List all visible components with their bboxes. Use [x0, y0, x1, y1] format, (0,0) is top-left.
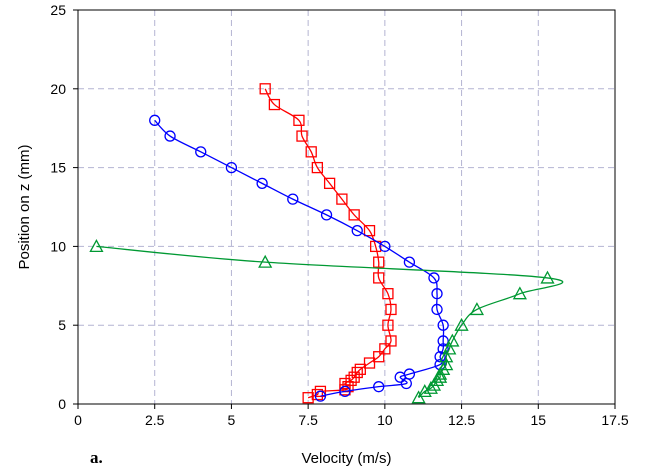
- data-point-circle: [164, 130, 176, 142]
- data-point-square: [348, 371, 360, 383]
- data-point-circle: [339, 385, 351, 398]
- data-point-circle: [431, 303, 443, 316]
- data-point-square: [385, 303, 397, 316]
- data-point-triangle: [423, 380, 438, 394]
- data-point-circle: [195, 146, 207, 158]
- data-point-square: [363, 224, 376, 237]
- data-point-triangle: [426, 377, 442, 391]
- x-axis-label: Velocity (m/s): [301, 450, 391, 467]
- data-point-square: [373, 351, 385, 363]
- series-line: [264, 88, 392, 399]
- series-square: [259, 83, 397, 404]
- data-point-triangle: [454, 317, 469, 331]
- x-tick-label: 12.5: [448, 412, 475, 428]
- data-point-circle: [320, 209, 333, 221]
- data-point-square: [379, 343, 391, 355]
- data-point-triangle: [445, 333, 460, 347]
- data-point-circle: [403, 256, 416, 268]
- data-point-circle: [428, 272, 440, 284]
- y-tick-label: 10: [50, 238, 66, 254]
- data-point-square: [382, 288, 394, 300]
- data-point-circle: [256, 177, 268, 190]
- y-tick-label: 15: [50, 160, 66, 176]
- data-point-circle: [351, 224, 363, 237]
- y-tick-label: 20: [50, 81, 66, 97]
- data-point-square: [302, 392, 314, 404]
- data-point-square: [336, 193, 348, 205]
- data-point-circle: [314, 390, 327, 402]
- x-tick-label: 17.5: [601, 412, 628, 428]
- data-point-square: [305, 146, 317, 158]
- data-point-triangle: [258, 254, 273, 268]
- data-point-triangle: [439, 349, 454, 363]
- data-point-square: [354, 363, 366, 375]
- panel-label: a.: [90, 448, 103, 467]
- data-point-circle: [225, 161, 238, 174]
- y-tick-label: 5: [58, 317, 66, 333]
- x-tick-label: 15: [530, 412, 546, 428]
- y-tick-label: 25: [50, 2, 66, 18]
- data-point-square: [385, 335, 397, 347]
- x-tick-label: 2.5: [145, 412, 165, 428]
- data-point-circle: [373, 381, 385, 393]
- data-point-circle: [400, 377, 412, 390]
- data-point-square: [296, 130, 308, 142]
- data-point-circle: [437, 319, 449, 331]
- data-point-triangle: [540, 270, 555, 284]
- data-point-triangle: [512, 286, 527, 300]
- series-line: [154, 119, 445, 397]
- data-point-circle: [437, 335, 449, 347]
- data-point-circle: [394, 371, 406, 383]
- series-triangle: [89, 239, 564, 404]
- data-point-triangle: [432, 369, 448, 383]
- x-tick-label: 0: [74, 412, 82, 428]
- plot-frame: [77, 9, 616, 405]
- data-point-square: [345, 374, 357, 387]
- series-group: [89, 83, 564, 404]
- data-point-triangle: [442, 341, 457, 355]
- data-point-triangle: [411, 390, 426, 404]
- y-axis-label: Position on z (mm): [16, 144, 33, 269]
- data-point-square: [348, 209, 360, 221]
- data-point-square: [339, 377, 351, 390]
- data-point-square: [373, 272, 385, 284]
- data-point-triangle: [89, 239, 104, 253]
- data-point-square: [268, 98, 281, 111]
- data-point-square: [293, 114, 305, 126]
- series-circle: [149, 114, 449, 402]
- x-tick-label: 10: [377, 412, 393, 428]
- data-point-square: [373, 256, 385, 268]
- data-point-triangle: [469, 302, 485, 316]
- y-axis-ticks: 0 5 10 15 20 25: [50, 2, 78, 412]
- data-point-square: [311, 161, 323, 174]
- x-axis-ticks: 0 2.5 5 7.5 10 12.5 15 17.5: [74, 404, 629, 428]
- x-tick-label: 7.5: [298, 412, 318, 428]
- data-point-square: [323, 177, 336, 190]
- data-point-circle: [149, 114, 161, 126]
- data-point-circle: [379, 240, 391, 253]
- series-line: [96, 245, 564, 399]
- y-tick-label: 0: [58, 396, 66, 412]
- data-point-circle: [287, 193, 299, 205]
- data-point-square: [259, 83, 271, 95]
- data-point-square: [382, 319, 394, 331]
- x-tick-label: 5: [228, 412, 236, 428]
- data-point-triangle: [417, 384, 432, 398]
- gridlines: [78, 10, 615, 404]
- data-point-square: [314, 385, 327, 398]
- data-point-circle: [431, 288, 443, 300]
- data-point-square: [363, 357, 376, 369]
